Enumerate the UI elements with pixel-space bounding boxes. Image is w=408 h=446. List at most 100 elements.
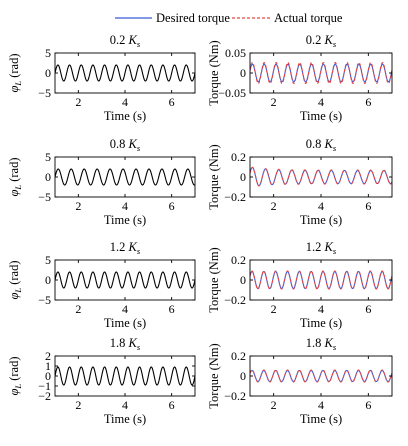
panel-title-symbol: K: [128, 137, 138, 151]
x-tick-label: 2: [75, 95, 81, 109]
y-tick-label: −0.05: [218, 86, 246, 100]
y-axis-label: φL (rad): [7, 260, 23, 299]
x-tick-label: 6: [365, 398, 371, 412]
series-line-1: [55, 168, 195, 186]
y-axis-label: φL (rad): [7, 53, 23, 92]
x-tick-label: 2: [75, 199, 81, 213]
y-axis-label: Torque (Nm): [207, 144, 221, 209]
y-tick-label: 5: [45, 253, 51, 267]
x-axis-label: Time (s): [104, 213, 146, 227]
x-axis-label: Time (s): [300, 109, 342, 123]
series-line-2: [250, 166, 392, 187]
y-tick-label: 0: [45, 273, 51, 287]
panel-title: 0.8 Ks: [306, 137, 337, 153]
panel-4: 2 4 6 −0.2 0 0.2 0.8 Ks Time (s) Torque (Nm): [207, 137, 393, 227]
x-tick-label: 4: [122, 302, 128, 316]
panel-title-number: 1.8: [306, 336, 325, 350]
x-axis-label: Time (s): [104, 316, 146, 330]
plot-frame: [249, 52, 393, 94]
y-axis-label-unit: (rad): [7, 157, 21, 184]
x-tick-label: 4: [122, 95, 128, 109]
series-line-1: [55, 271, 195, 289]
y-axis-label-subscript: L: [13, 81, 23, 87]
x-tick-label: 4: [122, 398, 128, 412]
y-axis-label-symbol: φ: [7, 86, 21, 93]
legend-label-desired: Desired torque: [156, 11, 230, 25]
panel-title: 0.8 Ks: [110, 137, 141, 153]
panel-title-number: 0.2: [110, 33, 129, 47]
panel-title-subscript: s: [137, 246, 141, 256]
plot-frame: [249, 259, 393, 301]
y-tick-label: −1: [38, 379, 51, 393]
x-tick-label: 4: [318, 95, 324, 109]
panel-title-symbol: K: [324, 336, 334, 350]
x-tick-label: 6: [365, 95, 371, 109]
y-tick-label: 0.2: [231, 150, 246, 164]
y-tick-label: 0.05: [225, 46, 246, 60]
series-line-2: [250, 369, 392, 383]
y-axis-label-unit: (rad): [7, 356, 21, 383]
x-axis-label: Time (s): [300, 213, 342, 227]
plot-frame: [54, 156, 196, 198]
y-axis-label: Torque (Nm): [207, 40, 221, 105]
panel-2: 2 4 6 −0.05 0 0.05 0.2 Ks Time (s) Torque (Nm): [207, 33, 393, 123]
x-axis-label: Time (s): [104, 109, 146, 123]
panel-3: 2 4 6 −5 0 5 0.8 Ks Time (s) φL (rad): [7, 137, 196, 227]
x-tick-label: 6: [169, 302, 175, 316]
y-axis-label-unit: (rad): [7, 260, 21, 287]
panel-title-symbol: K: [324, 33, 334, 47]
panel-title: 1.8 Ks: [110, 336, 141, 352]
y-tick-label: 1: [45, 359, 51, 373]
panel-title-number: 0.8: [306, 137, 325, 151]
panel-8: 2 4 6 −0.2 0 0.2 1.8 Ks Time (s) Torque (Nm): [207, 336, 393, 426]
series-line-1: [55, 366, 195, 386]
panel-title-number: 1.8: [110, 336, 129, 350]
legend-label-actual: Actual torque: [274, 11, 343, 25]
x-tick-label: 4: [122, 199, 128, 213]
panel-5: 2 4 6 −5 0 5 1.2 Ks Time (s) φL (rad): [7, 240, 196, 330]
y-axis-label-symbol: φ: [7, 293, 21, 300]
panel-title-symbol: K: [128, 33, 138, 47]
x-tick-label: 6: [169, 398, 175, 412]
x-tick-label: 2: [75, 398, 81, 412]
panel-title-subscript: s: [137, 342, 141, 352]
panel-title-subscript: s: [137, 39, 141, 49]
y-tick-label: 0: [240, 170, 246, 184]
y-tick-label: −5: [38, 293, 51, 307]
y-axis-label-subscript: L: [13, 185, 23, 191]
y-tick-label: 0: [45, 66, 51, 80]
y-axis-label: Torque (Nm): [207, 247, 221, 312]
y-axis-label-symbol: φ: [7, 389, 21, 396]
y-tick-label: 5: [45, 46, 51, 60]
x-tick-label: 4: [318, 398, 324, 412]
panel-title: 1.2 Ks: [306, 240, 337, 256]
y-tick-label: 0: [240, 369, 246, 383]
x-axis-label: Time (s): [300, 412, 342, 426]
panel-title-symbol: K: [128, 336, 138, 350]
y-tick-label: 0: [240, 273, 246, 287]
y-tick-label: 0.2: [231, 253, 246, 267]
x-tick-label: 2: [271, 302, 277, 316]
x-tick-label: 4: [318, 302, 324, 316]
panel-title-number: 0.8: [110, 137, 129, 151]
panel-title-number: 1.2: [110, 240, 129, 254]
panel-title: 1.8 Ks: [306, 336, 337, 352]
x-tick-label: 2: [271, 95, 277, 109]
panel-title-subscript: s: [333, 342, 337, 352]
legend: Desired torque Actual torque: [115, 11, 343, 25]
x-axis-label: Time (s): [104, 412, 146, 426]
x-tick-label: 2: [271, 398, 277, 412]
x-tick-label: 2: [271, 199, 277, 213]
y-axis-label-subscript: L: [13, 288, 23, 294]
series-line-2: [250, 62, 392, 84]
y-axis-label-unit: (rad): [7, 53, 21, 80]
plot-frame: [249, 355, 393, 397]
y-tick-label: −0.2: [224, 389, 246, 403]
panel-title-symbol: K: [324, 137, 334, 151]
y-axis-label: Torque (Nm): [207, 343, 221, 408]
panel-title-number: 1.2: [306, 240, 325, 254]
y-tick-label: 0: [45, 170, 51, 184]
